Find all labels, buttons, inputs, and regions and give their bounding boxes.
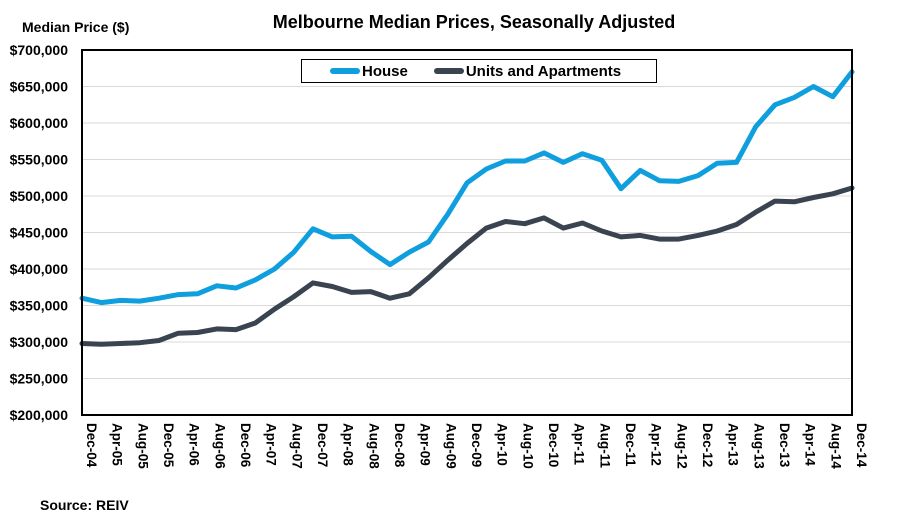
x-tick-label: Apr-10 [495,423,510,466]
x-tick-label: Apr-12 [649,423,664,466]
legend-item-house: House [330,63,408,80]
x-tick-label: Dec-09 [469,423,484,467]
legend: House Units and Apartments [301,59,657,83]
legend-label-house: House [362,62,408,80]
y-tick-label: $400,000 [10,261,69,277]
x-tick-label: Dec-08 [392,423,407,468]
x-tick-label: Aug-05 [135,423,150,469]
x-tick-label: Apr-08 [341,423,356,466]
x-tick-label: Aug-14 [828,423,843,469]
x-tick-label: Apr-11 [572,423,587,466]
x-tick-label: Apr-07 [264,423,279,466]
x-tick-label: Apr-09 [418,423,433,466]
x-tick-label: Dec-05 [161,423,176,468]
series-line-house [79,69,855,306]
chart-title: Melbourne Median Prices, Seasonally Adju… [272,12,676,32]
source-note: Source: REIV [40,497,129,513]
x-tick-label: Aug-11 [597,423,612,469]
series-line-units-and-apartments [79,185,855,347]
x-tick-label: Aug-12 [674,423,689,469]
y-tick-label: $200,000 [10,407,69,423]
legend-label-units: Units and Apartments [465,62,622,80]
x-tick-label: Dec-11 [623,423,638,467]
y-tick-label: $700,000 [10,42,69,58]
y-tick-label: $550,000 [10,152,69,168]
x-tick-label: Dec-04 [84,423,99,468]
x-tick-label: Aug-06 [212,423,227,469]
y-tick-label: $600,000 [10,115,69,131]
x-tick-label: Dec-06 [238,423,253,468]
y-tick-label: $250,000 [10,371,69,387]
x-tick-label: Dec-14 [854,423,869,468]
legend-item-units: Units and Apartments [433,62,622,80]
gridlines [82,86,852,379]
y-axis-ticks: $200,000 $250,000 $300,000 $350,000 $400,000… [10,42,69,423]
y-tick-label: $350,000 [10,298,69,314]
x-tick-label: Dec-12 [700,423,715,467]
legend-swatch-house [330,68,360,74]
y-tick-label: $450,000 [10,225,69,241]
x-tick-label: Dec-13 [777,423,792,468]
y-tick-label: $650,000 [10,79,69,95]
y-tick-label: $500,000 [10,188,69,204]
series-lines [79,69,855,347]
plot-area-frame [81,49,853,416]
x-tick-label: Dec-07 [315,423,330,467]
y-tick-label: $300,000 [10,334,69,350]
y-axis-label: Median Price ($) [22,19,130,35]
x-tick-label: Apr-14 [803,423,818,466]
x-tick-label: Aug-07 [289,423,304,469]
x-axis-ticks: Dec-04 Apr-05 Aug-05 Dec-05 Apr-06 Aug-06 Dec-… [84,423,869,469]
x-tick-label: Apr-06 [187,423,202,466]
legend-swatch-units [433,68,464,74]
x-tick-label: Aug-13 [751,423,766,469]
x-tick-label: Aug-09 [443,423,458,469]
x-tick-label: Aug-08 [366,423,381,469]
x-tick-label: Apr-05 [110,423,125,466]
x-tick-label: Dec-10 [546,423,561,467]
x-tick-label: Aug-10 [520,423,535,469]
x-tick-label: Apr-13 [726,423,741,466]
